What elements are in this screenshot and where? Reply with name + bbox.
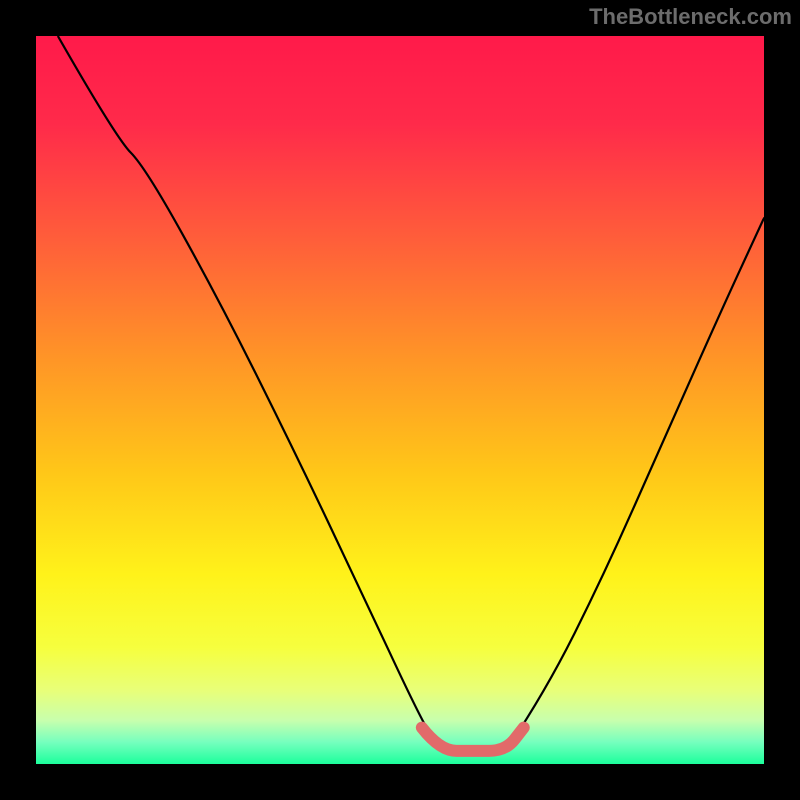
curve-layer: [36, 36, 764, 764]
chart-container: TheBottleneck.com: [0, 0, 800, 800]
bottom-highlight: [422, 728, 524, 751]
plot-area: [36, 36, 764, 764]
curve-right: [509, 218, 764, 746]
watermark-text: TheBottleneck.com: [589, 4, 792, 30]
curve-left: [58, 36, 437, 746]
